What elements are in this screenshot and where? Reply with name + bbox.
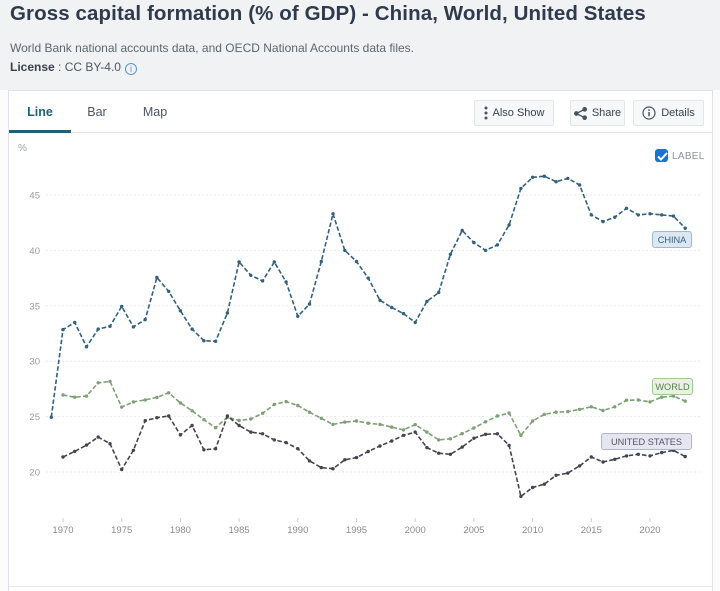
svg-text:1985: 1985 xyxy=(229,525,250,536)
svg-text:1990: 1990 xyxy=(287,525,308,536)
svg-text:1975: 1975 xyxy=(111,525,132,536)
svg-text:2020: 2020 xyxy=(639,525,660,536)
svg-text:2010: 2010 xyxy=(522,525,543,536)
svg-text:1980: 1980 xyxy=(170,525,191,536)
svg-text:2005: 2005 xyxy=(463,525,484,536)
svg-text:20: 20 xyxy=(29,468,40,479)
svg-text:1995: 1995 xyxy=(346,525,367,536)
svg-text:2015: 2015 xyxy=(581,525,602,536)
svg-text:35: 35 xyxy=(29,301,40,312)
svg-text:45: 45 xyxy=(29,191,40,202)
svg-text:25: 25 xyxy=(29,412,40,423)
svg-text:30: 30 xyxy=(29,357,40,368)
svg-text:40: 40 xyxy=(29,246,40,257)
svg-text:2000: 2000 xyxy=(405,525,426,536)
svg-text:1970: 1970 xyxy=(52,525,73,536)
